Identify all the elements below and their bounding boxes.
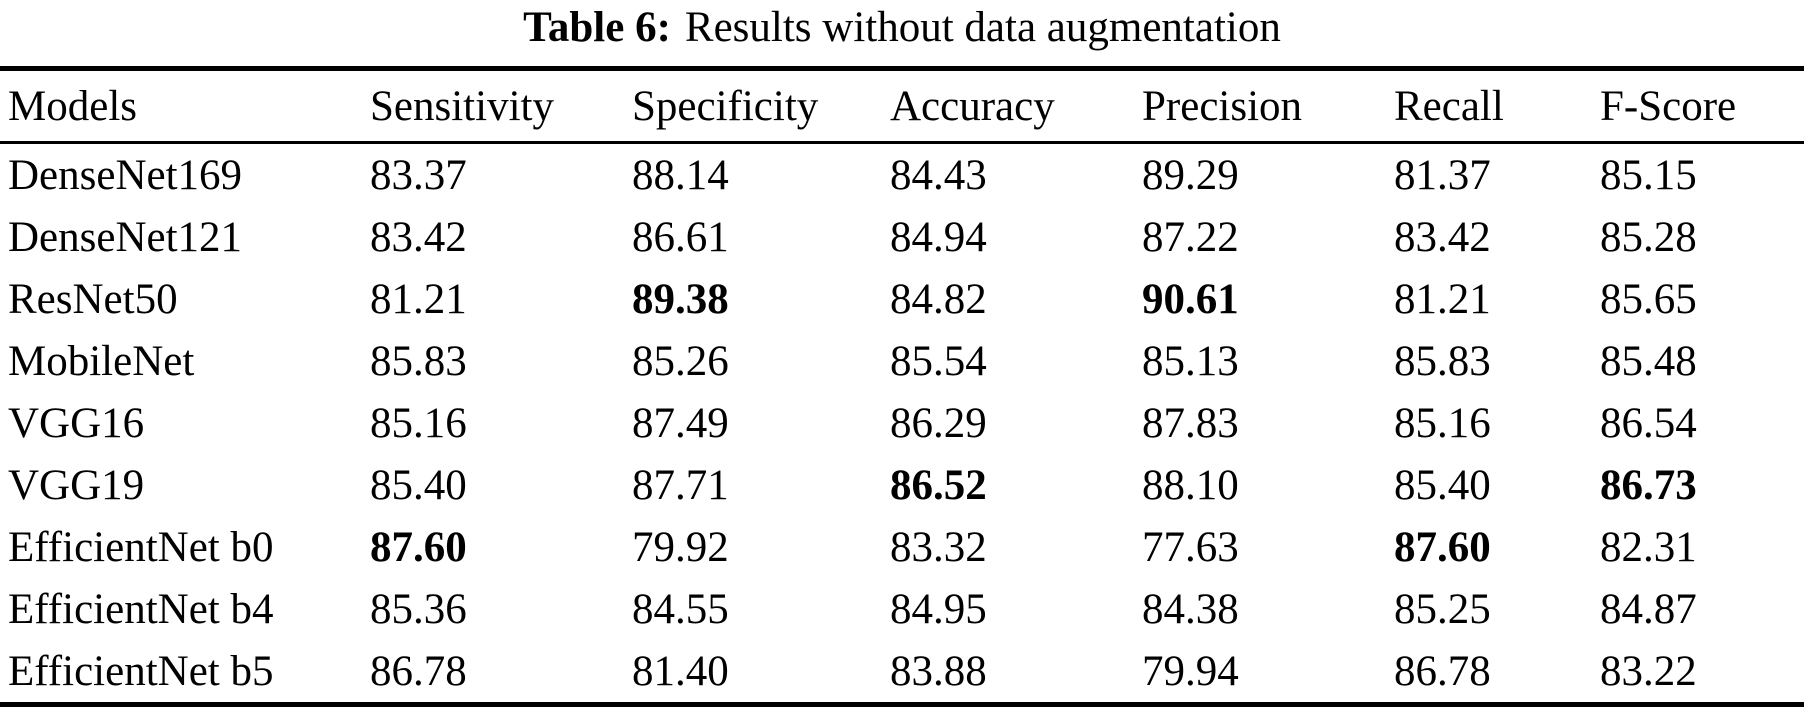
value-cell: 86.52: [890, 461, 987, 509]
value-cell: 79.94: [1142, 647, 1239, 695]
model-name-cell: EfficientNet b5: [8, 647, 274, 695]
value-cell: 85.25: [1394, 585, 1491, 633]
model-name-cell: MobileNet: [8, 337, 195, 385]
table-row: EfficientNet b5 86.78 81.40 83.88 79.94 …: [0, 640, 1804, 705]
value-cell: 77.63: [1142, 523, 1239, 571]
header-row: Models Sensitivity Specificity Accuracy …: [0, 69, 1804, 143]
value-cell: 83.88: [890, 647, 987, 695]
model-name-cell: VGG19: [8, 461, 145, 509]
value-cell: 86.61: [632, 213, 729, 261]
value-cell: 85.16: [1394, 399, 1491, 447]
column-header-recall: Recall: [1394, 82, 1504, 130]
model-name-cell: VGG16: [8, 399, 145, 447]
table-caption-label: Table 6:: [523, 4, 671, 51]
column-header-specificity: Specificity: [632, 82, 819, 130]
value-cell: 85.48: [1600, 337, 1697, 385]
value-cell: 85.13: [1142, 337, 1239, 385]
value-cell: 83.42: [370, 213, 467, 261]
value-cell: 84.55: [632, 585, 729, 633]
column-header-accuracy: Accuracy: [890, 82, 1055, 130]
model-name-cell: EfficientNet b0: [8, 523, 274, 571]
value-cell: 84.43: [890, 151, 987, 199]
model-name-cell: ResNet50: [8, 275, 178, 323]
value-cell: 84.82: [890, 275, 987, 323]
value-cell: 85.15: [1600, 151, 1697, 199]
value-cell: 88.10: [1142, 461, 1239, 509]
table-row: VGG19 85.40 87.71 86.52 88.10 85.40 86.7…: [0, 454, 1804, 516]
table-row: DenseNet169 83.37 88.14 84.43 89.29 81.3…: [0, 143, 1804, 207]
value-cell: 86.73: [1600, 461, 1697, 509]
model-name-cell: DenseNet121: [8, 213, 243, 261]
value-cell: 90.61: [1142, 275, 1239, 323]
value-cell: 85.65: [1600, 275, 1697, 323]
value-cell: 79.92: [632, 523, 729, 571]
value-cell: 81.21: [370, 275, 467, 323]
value-cell: 84.95: [890, 585, 987, 633]
value-cell: 89.38: [632, 275, 729, 323]
value-cell: 85.28: [1600, 213, 1697, 261]
value-cell: 86.78: [370, 647, 467, 695]
value-cell: 83.22: [1600, 647, 1697, 695]
column-header-precision: Precision: [1142, 82, 1303, 130]
value-cell: 85.36: [370, 585, 467, 633]
value-cell: 88.14: [632, 151, 729, 199]
value-cell: 85.54: [890, 337, 987, 385]
value-cell: 86.78: [1394, 647, 1491, 695]
value-cell: 85.83: [370, 337, 467, 385]
value-cell: 87.60: [370, 523, 467, 571]
value-cell: 85.40: [1394, 461, 1491, 509]
value-cell: 87.71: [632, 461, 729, 509]
table-row: EfficientNet b4 85.36 84.55 84.95 84.38 …: [0, 578, 1804, 640]
column-header-models: Models: [8, 82, 137, 130]
value-cell: 85.40: [370, 461, 467, 509]
value-cell: 81.37: [1394, 151, 1491, 199]
table-row: DenseNet121 83.42 86.61 84.94 87.22 83.4…: [0, 206, 1804, 268]
value-cell: 84.38: [1142, 585, 1239, 633]
value-cell: 85.83: [1394, 337, 1491, 385]
value-cell: 82.31: [1600, 523, 1697, 571]
value-cell: 87.49: [632, 399, 729, 447]
value-cell: 83.32: [890, 523, 987, 571]
value-cell: 89.29: [1142, 151, 1239, 199]
value-cell: 85.26: [632, 337, 729, 385]
table-row: ResNet50 81.21 89.38 84.82 90.61 81.21 8…: [0, 268, 1804, 330]
value-cell: 87.60: [1394, 523, 1491, 571]
value-cell: 81.40: [632, 647, 729, 695]
table-row: MobileNet 85.83 85.26 85.54 85.13 85.83 …: [0, 330, 1804, 392]
results-table: Models Sensitivity Specificity Accuracy …: [0, 66, 1804, 707]
value-cell: 81.21: [1394, 275, 1491, 323]
value-cell: 87.22: [1142, 213, 1239, 261]
value-cell: 86.29: [890, 399, 987, 447]
value-cell: 83.37: [370, 151, 467, 199]
table-caption: Table 6: Results without data augmentatio…: [0, 0, 1804, 66]
value-cell: 86.54: [1600, 399, 1697, 447]
table-caption-text: Results without data augmentation: [684, 4, 1281, 51]
value-cell: 85.16: [370, 399, 467, 447]
column-header-sensitivity: Sensitivity: [370, 82, 554, 130]
value-cell: 84.94: [890, 213, 987, 261]
table-row: VGG16 85.16 87.49 86.29 87.83 85.16 86.5…: [0, 392, 1804, 454]
value-cell: 83.42: [1394, 213, 1491, 261]
model-name-cell: DenseNet169: [8, 151, 243, 199]
value-cell: 87.83: [1142, 399, 1239, 447]
value-cell: 84.87: [1600, 585, 1697, 633]
column-header-fscore: F-Score: [1600, 82, 1737, 130]
model-name-cell: EfficientNet b4: [8, 585, 274, 633]
table-row: EfficientNet b0 87.60 79.92 83.32 77.63 …: [0, 516, 1804, 578]
